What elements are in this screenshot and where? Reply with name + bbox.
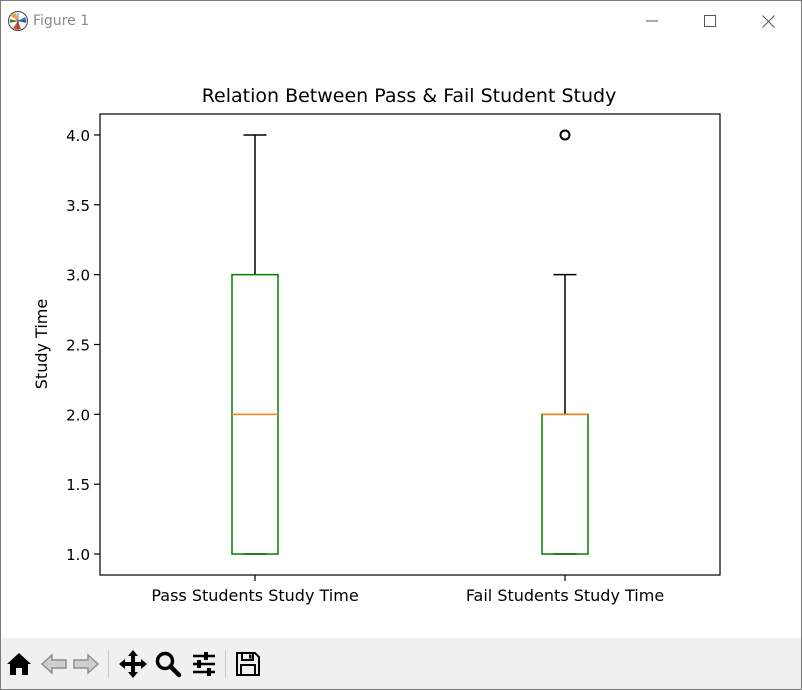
navigation-toolbar	[1, 638, 801, 689]
toolbar-separator	[225, 650, 226, 678]
y-axis-label: Study Time	[32, 299, 51, 389]
forward-icon	[73, 653, 100, 675]
toolbar-separator	[108, 650, 109, 678]
outlier-point	[559, 129, 571, 141]
save-icon	[236, 652, 260, 676]
minimize-icon	[646, 20, 658, 22]
home-icon	[7, 653, 31, 675]
maximize-icon	[704, 15, 716, 27]
zoom-button[interactable]	[152, 648, 184, 680]
maximize-button[interactable]	[681, 1, 739, 41]
iqr-box	[541, 413, 589, 555]
y-tick-label: 2.0	[66, 406, 90, 424]
window-title: Figure 1	[33, 13, 90, 29]
y-tick-label: 1.5	[66, 476, 90, 494]
x-tick-label: Pass Students Study Time	[151, 586, 358, 605]
back-icon	[40, 653, 67, 675]
zoom-icon	[155, 651, 182, 678]
chart-title: Relation Between Pass & Fail Student Stu…	[202, 85, 617, 107]
y-tick-label: 3.5	[66, 197, 90, 215]
box-plot-chart: Relation Between Pass & Fail Student Stu…	[32, 85, 721, 605]
configure-subplots-icon	[193, 652, 215, 676]
back-button[interactable]	[38, 648, 70, 680]
home-button[interactable]	[3, 648, 35, 680]
box-plot-group	[231, 134, 279, 555]
close-icon	[761, 14, 775, 28]
y-tick-label: 4.0	[66, 127, 90, 145]
figure-canvas[interactable]: Relation Between Pass & Fail Student Stu…	[1, 41, 801, 638]
y-tick-label: 2.5	[66, 337, 90, 355]
save-button[interactable]	[232, 648, 264, 680]
configure-subplots-button[interactable]	[188, 648, 220, 680]
title-bar[interactable]: Figure 1	[1, 1, 801, 41]
y-tick-label: 1.0	[66, 546, 90, 564]
pan-button[interactable]	[117, 648, 149, 680]
x-tick-label: Fail Students Study Time	[466, 586, 664, 605]
box-plot-group	[541, 129, 589, 555]
y-tick-label: 3.0	[66, 267, 90, 285]
pan-icon	[119, 650, 147, 678]
forward-button[interactable]	[70, 648, 102, 680]
plot-area-frame	[99, 113, 721, 576]
close-button[interactable]	[739, 1, 797, 41]
minimize-button[interactable]	[623, 1, 681, 41]
matplotlib-logo-icon	[8, 11, 28, 31]
